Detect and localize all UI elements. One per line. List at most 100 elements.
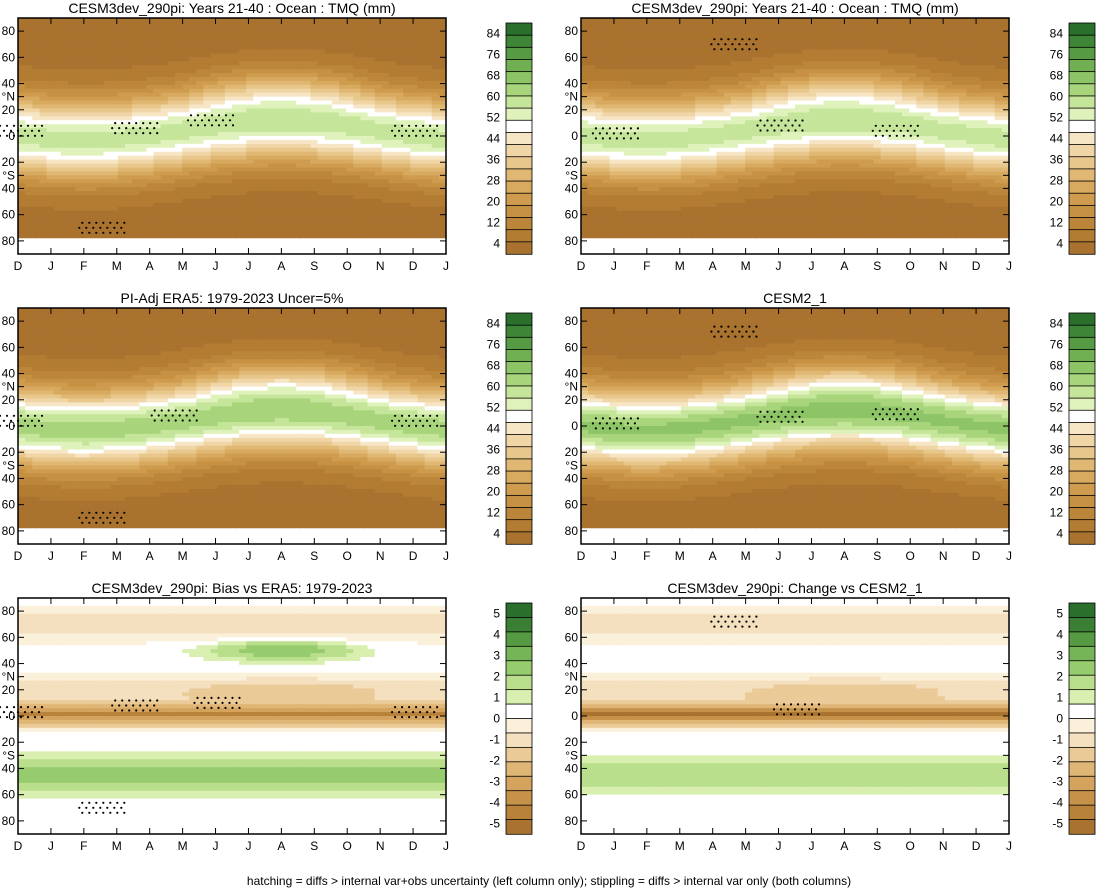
- heatmap-cell: [368, 116, 376, 121]
- heatmap-cell: [303, 203, 311, 208]
- heatmap-cell: [275, 207, 283, 212]
- heatmap-cell: [61, 128, 69, 133]
- heatmap-cell: [261, 234, 269, 239]
- heatmap-cell: [346, 211, 354, 216]
- heatmap-cell: [332, 73, 340, 78]
- heatmap-cell: [189, 211, 197, 216]
- heatmap-cell: [695, 69, 703, 74]
- heatmap-cell: [175, 49, 183, 54]
- heatmap-cell: [104, 246, 112, 251]
- heatmap-cell: [282, 89, 290, 94]
- heatmap-cell: [695, 53, 703, 58]
- heatmap-cell: [168, 230, 176, 235]
- heatmap-cell: [225, 195, 233, 200]
- heatmap-cell: [168, 148, 176, 153]
- heatmap-cell: [360, 167, 368, 172]
- heatmap-cell: [282, 49, 290, 54]
- heatmap-cell: [104, 89, 112, 94]
- heatmap-cell: [417, 77, 425, 82]
- heatmap-cell: [353, 73, 361, 78]
- heatmap-cell: [82, 152, 90, 157]
- heatmap-cell: [375, 101, 383, 106]
- heatmap-cell: [232, 144, 240, 149]
- heatmap-cell: [959, 81, 967, 86]
- heatmap-cell: [980, 65, 988, 70]
- heatmap-cell: [788, 34, 796, 39]
- heatmap-cell: [168, 234, 176, 239]
- heatmap-cell: [980, 53, 988, 58]
- heatmap-cell: [282, 160, 290, 165]
- heatmap-cell: [239, 53, 247, 58]
- heatmap-cell: [795, 22, 803, 27]
- heatmap-cell: [588, 57, 596, 62]
- heatmap-cell: [182, 152, 190, 157]
- heatmap-cell: [695, 57, 703, 62]
- heatmap-cell: [346, 195, 354, 200]
- heatmap-cell: [602, 26, 610, 31]
- heatmap-cell: [382, 30, 390, 35]
- heatmap-cell: [232, 246, 240, 251]
- heatmap-cell: [125, 136, 133, 141]
- heatmap-cell: [75, 128, 83, 133]
- heatmap-cell: [938, 65, 946, 70]
- heatmap-cell: [781, 22, 789, 27]
- heatmap-cell: [410, 183, 418, 188]
- heatmap-cell: [175, 128, 183, 133]
- heatmap-cell: [168, 89, 176, 94]
- heatmap-cell: [68, 226, 76, 231]
- heatmap-cell: [82, 128, 90, 133]
- heatmap-cell: [25, 203, 33, 208]
- heatmap-cell: [111, 30, 119, 35]
- heatmap-cell: [403, 156, 411, 161]
- heatmap-cell: [959, 22, 967, 27]
- heatmap-cell: [239, 93, 247, 98]
- heatmap-cell: [96, 112, 104, 117]
- heatmap-cell: [995, 77, 1003, 82]
- heatmap-cell: [139, 61, 147, 66]
- heatmap-cell: [895, 22, 903, 27]
- heatmap-cell: [988, 89, 996, 94]
- heatmap-cell: [845, 89, 853, 94]
- heatmap-cell: [289, 128, 297, 133]
- heatmap-cell: [731, 53, 739, 58]
- heatmap-cell: [32, 179, 40, 184]
- heatmap-cell: [61, 105, 69, 110]
- heatmap-cell: [289, 230, 297, 235]
- heatmap-cell: [368, 156, 376, 161]
- heatmap-cell: [667, 30, 675, 35]
- heatmap-cell: [146, 26, 154, 31]
- heatmap-cell: [368, 53, 376, 58]
- heatmap-cell: [931, 57, 939, 62]
- heatmap-cell: [852, 22, 860, 27]
- heatmap-cell: [218, 26, 226, 31]
- heatmap-cell: [717, 85, 725, 90]
- heatmap-cell: [389, 160, 397, 165]
- heatmap-cell: [389, 164, 397, 169]
- heatmap-cell: [339, 42, 347, 47]
- heatmap-cell: [980, 34, 988, 39]
- heatmap-cell: [318, 61, 326, 66]
- heatmap-cell: [859, 38, 867, 43]
- heatmap-cell: [952, 38, 960, 43]
- heatmap-cell: [368, 246, 376, 251]
- heatmap-cell: [332, 164, 340, 169]
- heatmap-cell: [417, 42, 425, 47]
- heatmap-cell: [82, 105, 90, 110]
- heatmap-cell: [973, 26, 981, 31]
- heatmap-cell: [39, 171, 47, 176]
- heatmap-cell: [104, 199, 112, 204]
- heatmap-cell: [232, 234, 240, 239]
- heatmap-cell: [246, 215, 254, 220]
- heatmap-cell: [759, 26, 767, 31]
- colorbar-label: 76: [487, 48, 501, 62]
- heatmap-cell: [923, 53, 931, 58]
- heatmap-cell: [168, 211, 176, 216]
- heatmap-cell: [382, 105, 390, 110]
- heatmap-cell: [410, 46, 418, 51]
- heatmap-cell: [168, 128, 176, 133]
- heatmap-cell: [32, 132, 40, 137]
- heatmap-cell: [239, 34, 247, 39]
- heatmap-cell: [752, 61, 760, 66]
- heatmap-cell: [289, 112, 297, 117]
- heatmap-cell: [339, 22, 347, 27]
